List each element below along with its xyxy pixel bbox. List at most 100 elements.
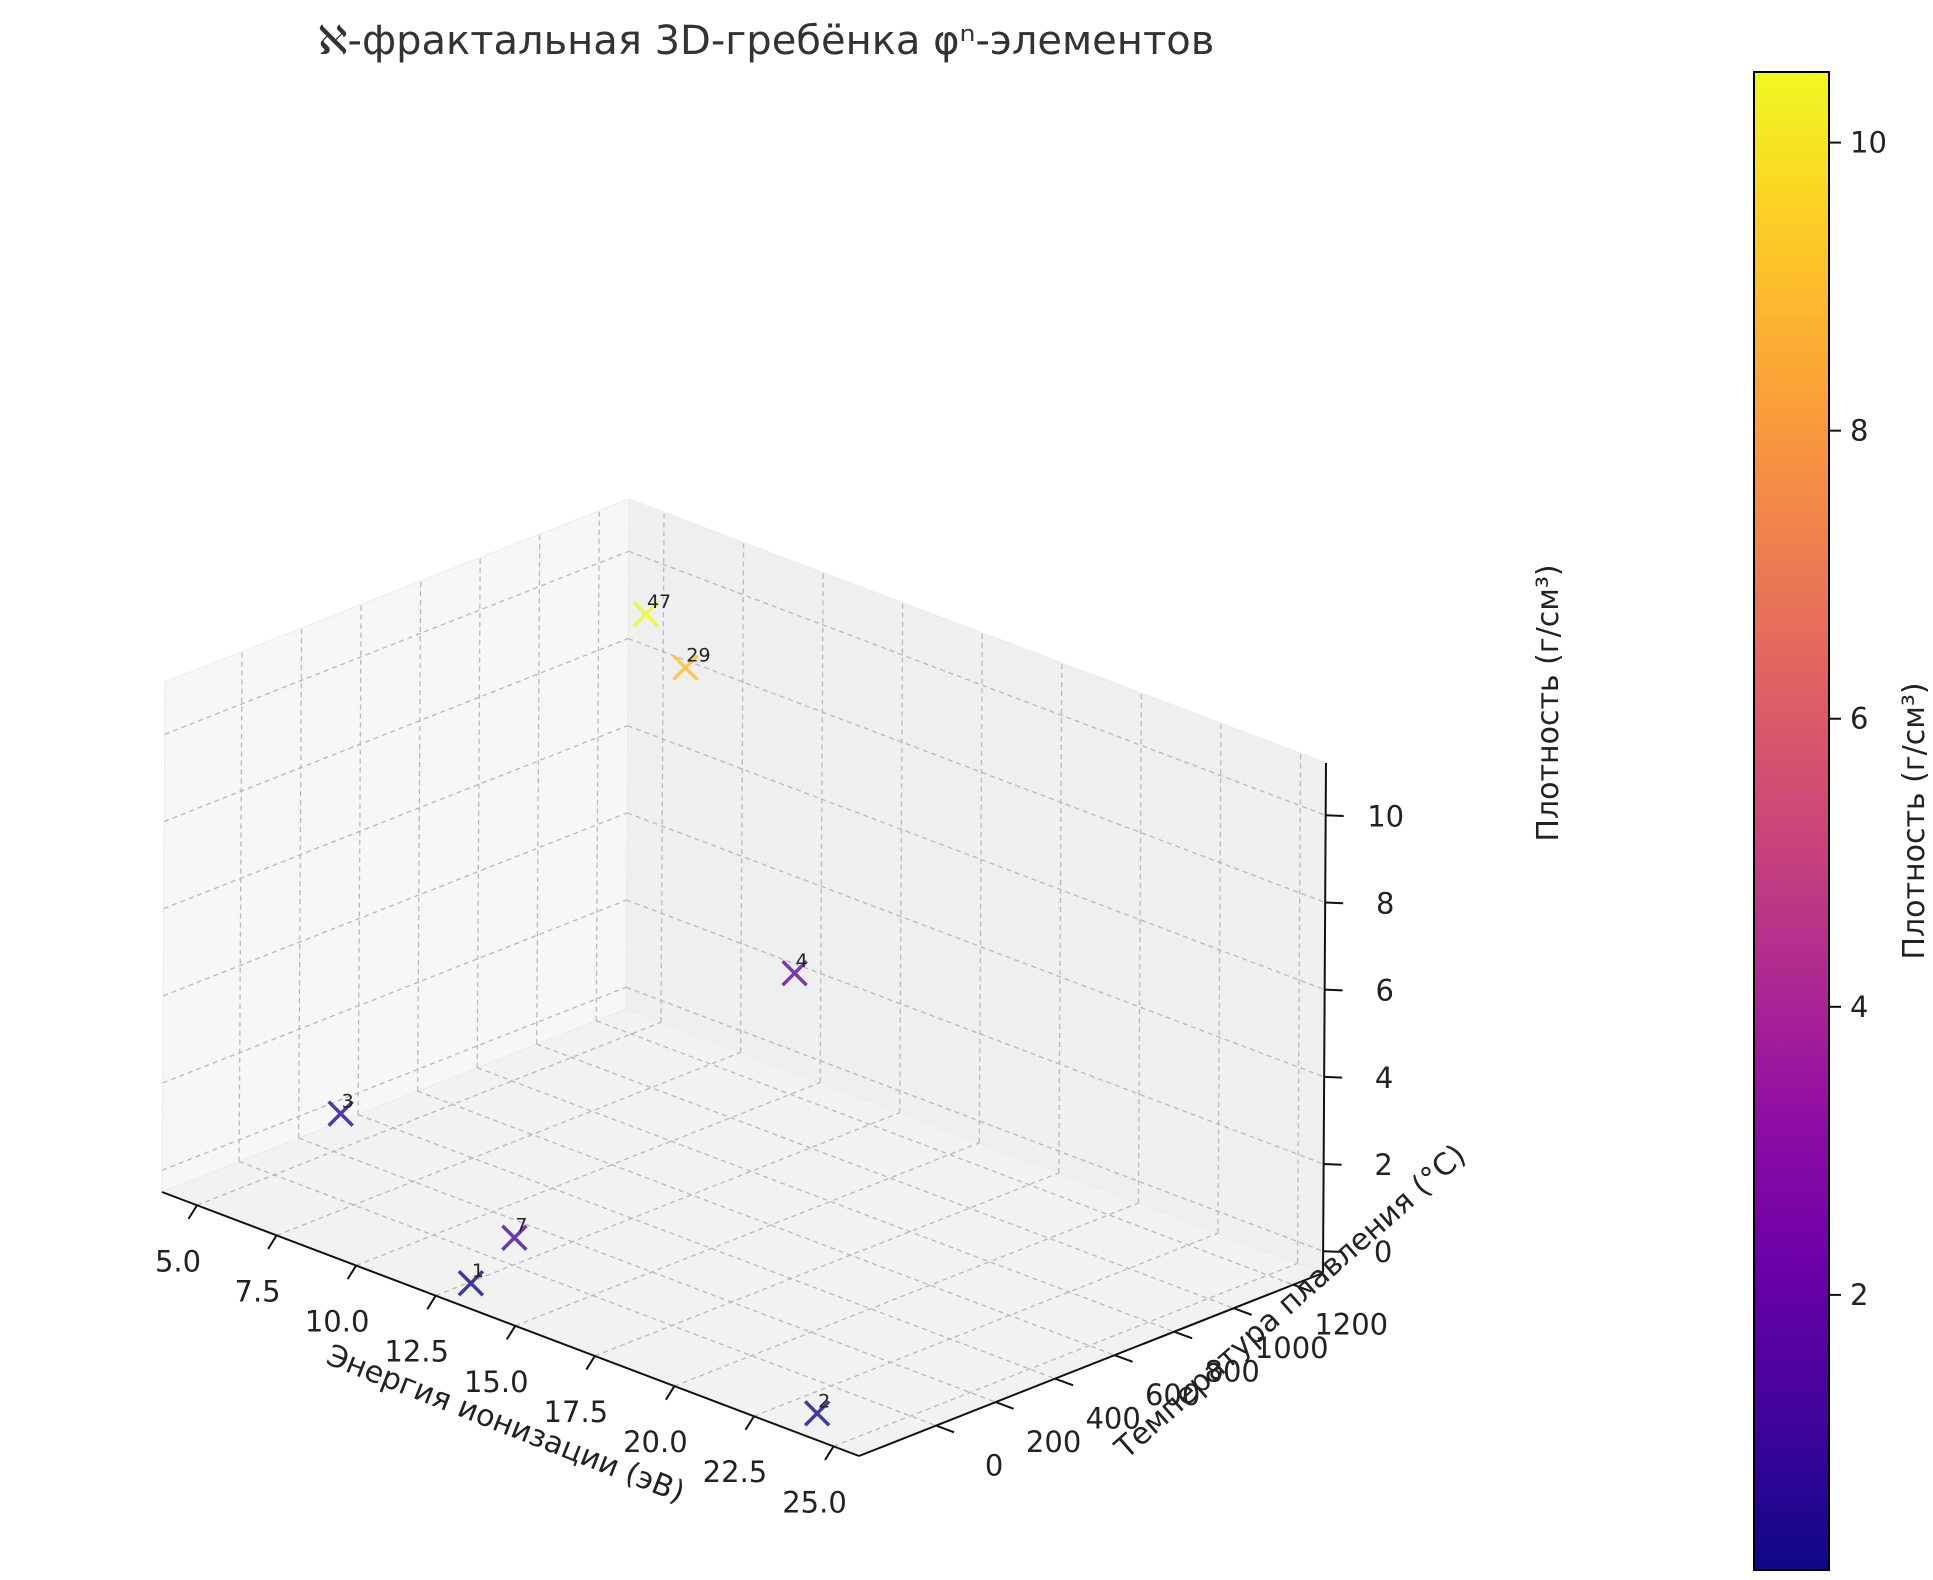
data-point-7	[501, 1224, 528, 1251]
grid-x-floor	[833, 1262, 1298, 1447]
colorbar	[1753, 71, 1830, 1571]
y-tick-mark	[1292, 1283, 1312, 1293]
data-point-1	[457, 1269, 485, 1297]
grid-y-left	[536, 534, 541, 1045]
point-marker	[672, 654, 699, 681]
grid-z-back	[627, 637, 1326, 904]
grid-x-back	[1217, 723, 1222, 1234]
z-axis-line	[1322, 762, 1327, 1274]
x-tick-mark	[665, 1385, 676, 1401]
axis-ticks: 5.07.510.012.515.017.520.022.525.0020040…	[155, 799, 1404, 1519]
y-tick-label: 800	[1205, 1355, 1260, 1389]
colorbar-tick-label: 2	[1850, 1278, 1868, 1312]
grid-x-floor	[674, 1202, 1139, 1387]
y-tick-label: 0	[985, 1449, 1003, 1483]
grid-z-back	[626, 812, 1325, 1078]
z-tick-label: 0	[1374, 1235, 1392, 1269]
grid-x-back	[978, 632, 983, 1143]
grid-y-floor	[536, 1043, 1234, 1309]
grid-x-back	[739, 542, 745, 1053]
x-tick-label: 5.0	[155, 1244, 201, 1278]
grid-x-back	[660, 512, 665, 1023]
x-tick-mark	[824, 1445, 835, 1461]
z-tick-label: 2	[1374, 1148, 1392, 1182]
grid-y-left	[297, 628, 303, 1139]
y-tick-mark	[935, 1424, 955, 1434]
x-tick-mark	[744, 1415, 755, 1431]
grid-z-back	[627, 725, 1325, 991]
y-tick-label: 1200	[1314, 1308, 1388, 1342]
z-tick-mark	[1323, 1163, 1342, 1166]
z-tick-label: 6	[1375, 974, 1393, 1008]
colorbar-ticks: 2 4 6 8 10	[1829, 126, 1887, 1312]
grid-y-floor	[417, 1090, 1115, 1356]
grid-y-floor	[238, 1160, 937, 1427]
point-label-2: 2	[818, 1390, 830, 1412]
colorbar-tick-label: 10	[1850, 126, 1887, 160]
y-tick-mark	[995, 1401, 1014, 1410]
x-tick-label: 10.0	[305, 1305, 370, 1339]
grid-x-back	[1137, 693, 1143, 1204]
data-point-2	[803, 1400, 831, 1427]
y-tick-label: 400	[1085, 1402, 1140, 1436]
x-tick-mark	[585, 1355, 596, 1371]
x-tick-label: 12.5	[384, 1335, 449, 1369]
grid-x-back	[1058, 662, 1063, 1173]
point-marker	[327, 1100, 354, 1127]
data-point-47	[632, 600, 660, 628]
grid-x-back	[899, 602, 904, 1113]
grid-y-left	[357, 604, 362, 1115]
y-tick-mark	[1114, 1354, 1134, 1363]
grid-z-left	[164, 550, 629, 735]
y-tick-mark	[1233, 1307, 1253, 1316]
grid-z-left	[161, 986, 627, 1171]
y-tick-label: 600	[1145, 1378, 1200, 1412]
x-tick-label: 20.0	[623, 1425, 688, 1459]
axes-panes	[160, 498, 1327, 1457]
point-marker	[457, 1269, 485, 1297]
grid-x-back	[819, 572, 824, 1083]
grid-z-back	[626, 899, 1324, 1165]
grid-z-back	[625, 986, 1324, 1252]
point-marker	[501, 1224, 528, 1251]
z-tick-label: 8	[1376, 886, 1394, 920]
point-label-47: 47	[647, 591, 671, 613]
y-tick-label: 200	[1026, 1425, 1081, 1459]
z-axis-label: Плотность (г/см³)	[1531, 564, 1566, 841]
z-tick-mark	[1325, 814, 1344, 818]
grid-y-left	[595, 510, 600, 1021]
grid-y-left	[417, 581, 422, 1092]
z-tick-mark	[1324, 1075, 1343, 1079]
point-label-3: 3	[342, 1091, 354, 1113]
point-label-7: 7	[515, 1215, 527, 1237]
grid-y-floor	[357, 1114, 1056, 1380]
grid-z-left	[162, 899, 627, 1084]
z-tick-mark	[1323, 1250, 1342, 1253]
grid-y-floor	[298, 1137, 996, 1403]
point-marker	[781, 959, 808, 987]
point-label-29: 29	[686, 645, 710, 667]
grid-z-left	[163, 637, 629, 823]
point-marker	[803, 1400, 831, 1427]
x-tick-mark	[267, 1234, 278, 1250]
point-label-4: 4	[796, 950, 808, 972]
z-tick-mark	[1325, 901, 1344, 905]
x-tick-mark	[505, 1325, 517, 1340]
grid-lines	[161, 510, 1326, 1447]
x-tick-label: 17.5	[544, 1395, 609, 1429]
colorbar-tick-label: 6	[1850, 702, 1868, 736]
grid-x-back	[1296, 753, 1302, 1264]
z-tick-mark	[1324, 988, 1343, 992]
x-axis-line	[161, 1191, 860, 1457]
grid-z-left	[162, 812, 628, 997]
y-tick-mark	[1054, 1377, 1074, 1387]
grid-y-floor	[476, 1067, 1175, 1333]
x-tick-mark	[187, 1204, 198, 1220]
grid-y-floor	[596, 1020, 1294, 1286]
point-marker	[632, 600, 660, 628]
grid-x-floor	[515, 1142, 980, 1327]
x-tick-label: 25.0	[782, 1485, 847, 1519]
grid-z-left	[163, 725, 628, 910]
